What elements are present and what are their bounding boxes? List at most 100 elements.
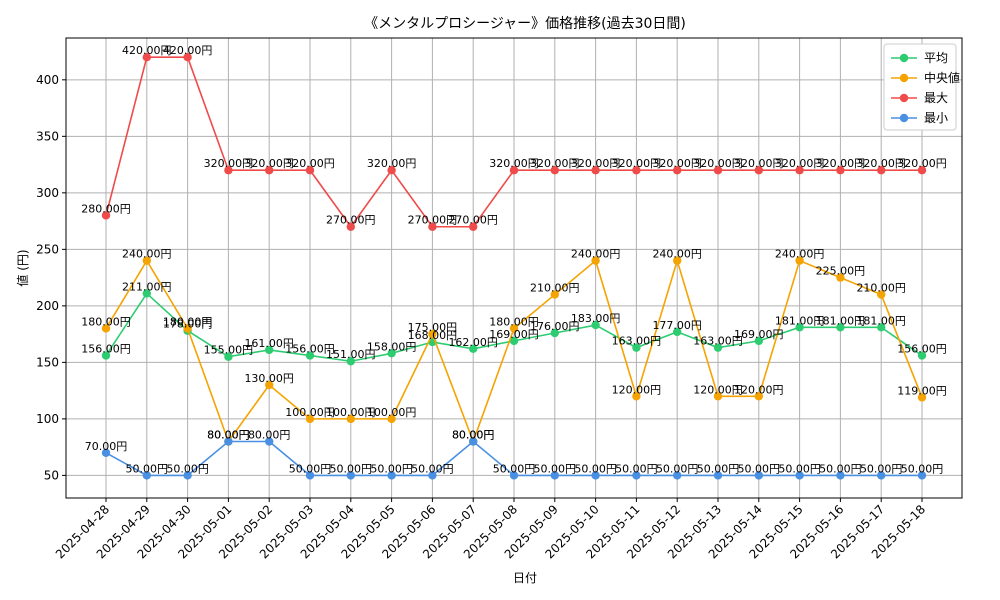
data-label: 50.00円 <box>574 462 617 475</box>
data-label: 50.00円 <box>656 462 699 475</box>
data-label: 178.00円 <box>163 318 213 331</box>
data-label: 120.00円 <box>693 383 743 396</box>
data-point <box>877 290 886 299</box>
data-label: 80.00円 <box>207 428 250 441</box>
data-point <box>142 289 151 298</box>
data-label: 320.00円 <box>367 157 417 170</box>
data-point <box>713 471 723 480</box>
data-point <box>713 392 723 401</box>
data-point <box>387 414 396 424</box>
data-point <box>387 349 396 358</box>
data-point <box>265 437 274 446</box>
data-label: 156.00円 <box>81 343 131 356</box>
data-point <box>305 471 315 480</box>
data-point <box>673 327 682 337</box>
data-point <box>101 324 111 333</box>
data-label: 280.00円 <box>81 202 131 215</box>
data-point <box>673 471 682 480</box>
data-label: 320.00円 <box>775 157 825 170</box>
data-label: 50.00円 <box>697 462 740 475</box>
data-label: 155.00円 <box>204 344 254 357</box>
data-labels: 156.00円211.00円178.00円155.00円161.00円156.0… <box>81 44 947 475</box>
data-label: 320.00円 <box>285 157 335 170</box>
data-label: 169.00円 <box>489 328 539 341</box>
data-point <box>877 166 886 175</box>
data-point <box>224 352 233 361</box>
data-label: 181.00円 <box>856 314 906 327</box>
data-point <box>917 471 927 480</box>
data-label: 320.00円 <box>612 157 662 170</box>
data-label: 119.00円 <box>897 384 947 397</box>
data-point <box>346 414 355 424</box>
data-point <box>836 166 845 175</box>
data-point <box>142 471 151 480</box>
data-label: 158.00円 <box>367 340 417 353</box>
data-label: 240.00円 <box>571 248 621 261</box>
data-label: 240.00円 <box>775 248 825 261</box>
data-point <box>305 166 315 175</box>
y-tick-label: 50 <box>44 468 59 482</box>
data-point <box>591 320 600 330</box>
data-point <box>754 471 763 480</box>
data-point <box>101 211 111 220</box>
y-tick-label: 400 <box>36 73 59 87</box>
y-tick-label: 300 <box>36 186 59 200</box>
data-label: 50.00円 <box>166 462 209 475</box>
data-label: 50.00円 <box>615 462 658 475</box>
data-point <box>183 324 192 333</box>
data-point <box>101 448 111 457</box>
data-point <box>632 392 641 401</box>
y-axis: 50 100 150 200 250 300 350 400 <box>36 73 66 482</box>
data-label: 50.00円 <box>819 462 862 475</box>
data-label: 320.00円 <box>489 157 539 170</box>
data-point <box>836 471 845 480</box>
data-label: 169.00円 <box>734 328 784 341</box>
data-label: 162.00円 <box>448 336 498 349</box>
data-label: 130.00円 <box>244 372 294 385</box>
data-point <box>754 336 763 346</box>
data-point <box>469 344 478 354</box>
data-point <box>877 323 886 332</box>
chart-title: 《メンタルプロシージャー》価格推移(過去30日間) <box>364 16 686 32</box>
data-point <box>713 343 723 352</box>
y-tick-label: 200 <box>36 299 59 313</box>
data-point <box>183 53 192 62</box>
data-point <box>877 471 886 480</box>
data-label: 225.00円 <box>816 265 866 278</box>
data-point <box>265 380 274 390</box>
data-point <box>346 471 355 480</box>
data-point <box>632 166 641 175</box>
data-label: 240.00円 <box>122 248 172 261</box>
x-axis-label: 日付 <box>513 571 537 585</box>
data-point <box>428 222 437 231</box>
data-point <box>346 222 355 231</box>
data-label: 70.00円 <box>85 440 128 453</box>
data-label: 420.00円 <box>122 44 172 57</box>
data-point <box>713 166 723 175</box>
data-point <box>509 471 519 480</box>
legend-entry: 中央値 <box>924 70 960 85</box>
data-point <box>305 351 315 360</box>
data-label: 156.00円 <box>285 343 335 356</box>
data-point <box>795 166 804 175</box>
legend-swatch-marker <box>899 93 909 103</box>
data-point <box>346 357 355 366</box>
legend-swatch-marker <box>899 73 909 83</box>
data-point <box>632 471 641 480</box>
data-point <box>754 166 763 175</box>
legend-entry: 平均 <box>924 51 948 65</box>
data-label: 180.00円 <box>489 315 539 328</box>
data-point <box>142 256 151 265</box>
data-point <box>550 166 559 175</box>
data-point <box>673 166 682 175</box>
data-label: 120.00円 <box>734 383 784 396</box>
data-label: 50.00円 <box>289 462 332 475</box>
data-point <box>591 471 600 480</box>
data-point <box>265 166 274 175</box>
data-point <box>224 166 233 175</box>
data-point <box>509 324 519 333</box>
data-label: 80.00円 <box>248 428 291 441</box>
x-axis: 2025-04-282025-04-292025-04-302025-05-01… <box>53 498 928 561</box>
